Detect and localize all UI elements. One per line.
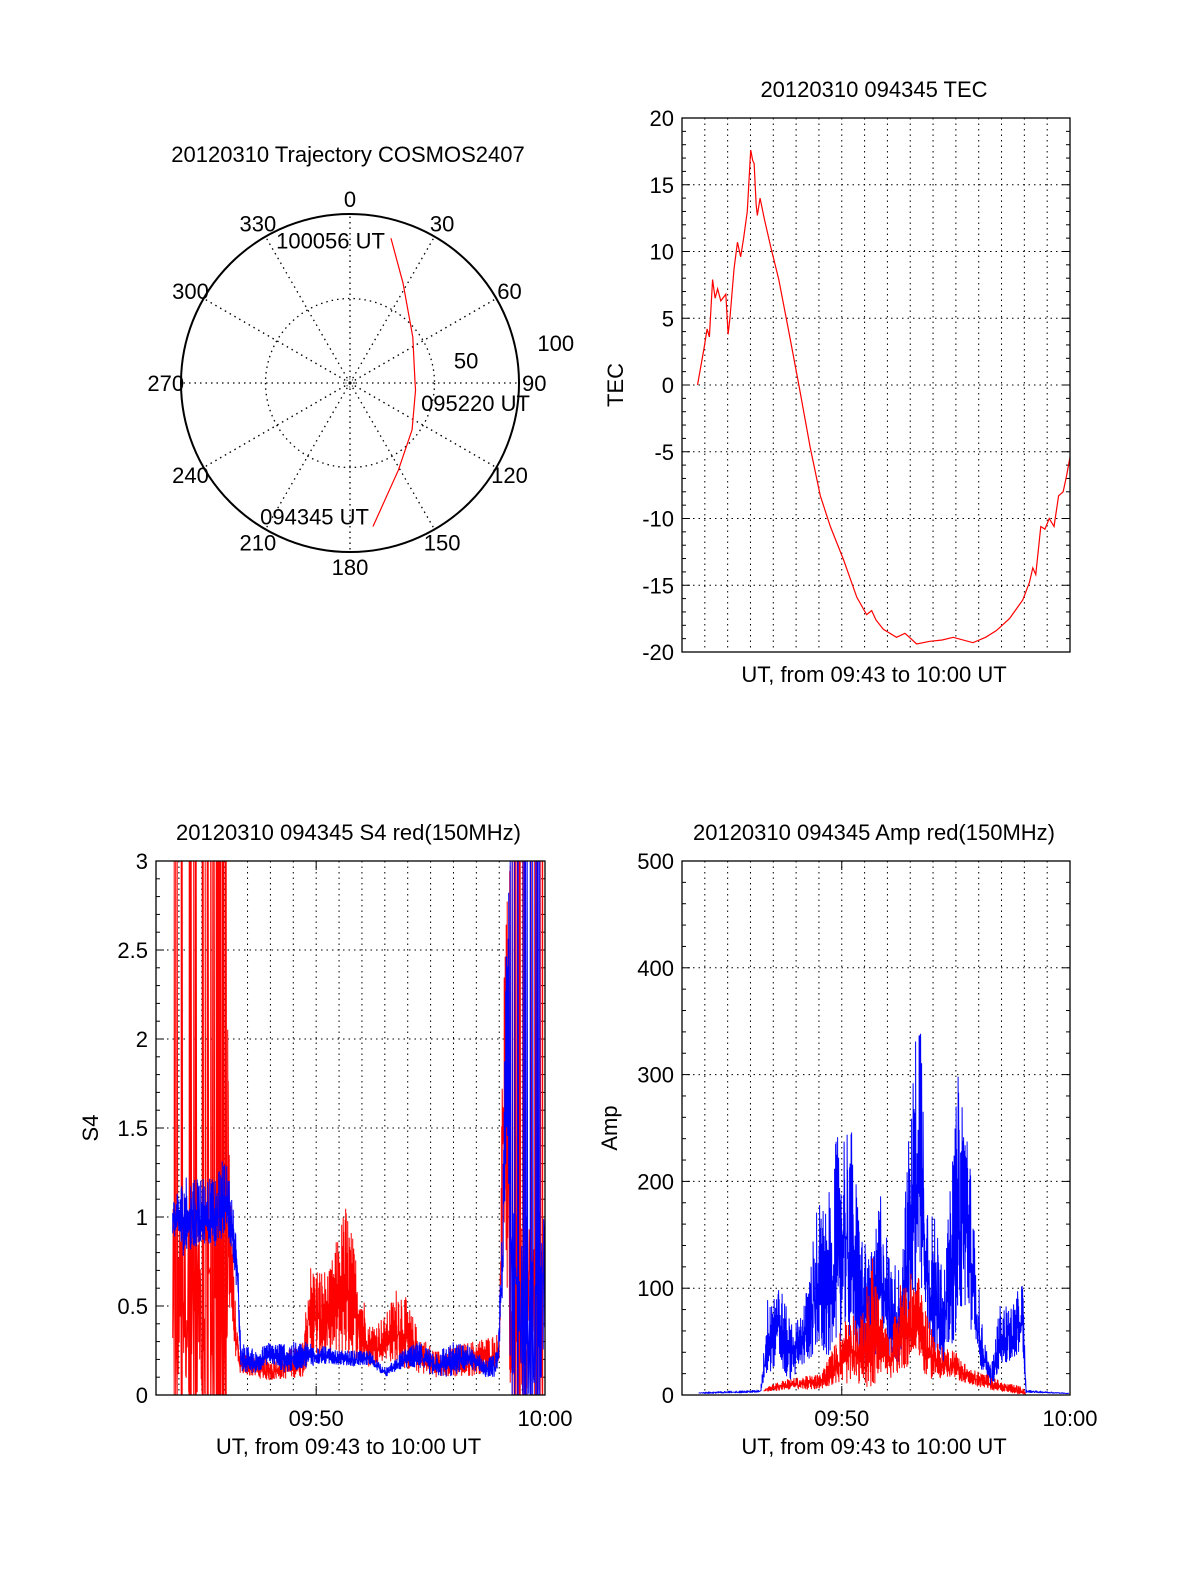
x-tick-label: 09:50	[289, 1406, 344, 1431]
x-tick-label: 10:00	[1042, 1406, 1097, 1431]
series-group	[696, 149, 1070, 645]
trajectory-start-label: 094345 UT	[260, 505, 369, 530]
polar-spoke	[203, 382, 351, 469]
y-tick-label: 200	[637, 1169, 674, 1194]
azimuth-label: 270	[147, 371, 184, 396]
polar-spoke	[349, 382, 436, 530]
y-tick-label: 0	[662, 1383, 674, 1408]
y-axis-label: TEC	[603, 363, 628, 407]
azimuth-label: 180	[332, 555, 369, 580]
polar-trajectory-plot: 20120310 Trajectory COSMOS24070306090120…	[147, 142, 574, 580]
polar-ring-50	[264, 297, 436, 469]
y-tick-label: 5	[662, 306, 674, 331]
plot-title: 20120310 094345 S4 red(150MHz)	[176, 820, 521, 845]
azimuth-label: 210	[240, 531, 277, 556]
y-tick-label: 1	[136, 1205, 148, 1230]
trajectory-end-label: 100056 UT	[276, 228, 385, 253]
s4-plot: 0 0.5 1 1.5 2 2.5 3 09:50 10:00 20120310 094345 S…	[78, 820, 573, 1459]
radial-label: 50	[454, 348, 478, 373]
series-TEC-line	[696, 149, 1070, 645]
y-tick-label: 2	[136, 1027, 148, 1052]
series-group	[698, 1033, 1070, 1395]
azimuth-label: 60	[497, 279, 521, 304]
y-tick-label: 2.5	[117, 938, 148, 963]
polar-spoke	[349, 236, 436, 384]
tec-plot: -20 -15 -10 -5 0 5 10 15 20 20120310 094345 TEC UT…	[603, 77, 1071, 687]
plot-title: 20120310 094345 Amp red(150MHz)	[693, 820, 1055, 845]
azimuth-label: 330	[240, 211, 277, 236]
polar-spoke	[203, 297, 351, 384]
series-group	[172, 861, 545, 1395]
x-axis-label: UT, from 09:43 to 10:00 UT	[216, 1434, 481, 1459]
y-tick-label: -15	[642, 573, 674, 598]
polar-spoke	[264, 382, 351, 530]
plot-frame	[681, 860, 1071, 1396]
y-tick-label: 20	[650, 106, 674, 131]
y-tick-label: 0	[662, 373, 674, 398]
plot-title: 20120310 094345 TEC	[760, 77, 987, 102]
azimuth-label: 150	[424, 531, 461, 556]
azimuth-label: 0	[344, 187, 356, 212]
x-axis-label: UT, from 09:43 to 10:00 UT	[741, 662, 1006, 687]
y-tick-label: -10	[642, 507, 674, 532]
y-axis-label: Amp	[597, 1105, 622, 1150]
y-tick-label: 400	[637, 956, 674, 981]
polar-spoke	[349, 297, 497, 384]
y-tick-label: 0.5	[117, 1294, 148, 1319]
trajectory-mid-label: 095220 UT	[421, 391, 530, 416]
y-axis-label: S4	[78, 1115, 103, 1142]
y-tick-label: -5	[654, 440, 674, 465]
y-tick-label: -20	[642, 640, 674, 665]
y-tick-label: 500	[637, 849, 674, 874]
plot-frame	[681, 117, 1071, 653]
amp-plot: 0 100 200 300 400 500 09:50 10:00 20120310 09434…	[597, 820, 1098, 1459]
radial-label: 100	[537, 331, 574, 356]
y-tick-label: 0	[136, 1383, 148, 1408]
x-tick-label: 09:50	[814, 1406, 869, 1431]
y-tick-label: 1.5	[117, 1116, 148, 1141]
polar-spoke	[349, 382, 497, 469]
polar-title: 20120310 Trajectory COSMOS2407	[171, 142, 524, 167]
y-tick-label: 15	[650, 173, 674, 198]
polar-ring-100	[180, 213, 520, 553]
series-red-trace	[763, 1258, 1026, 1395]
series-blue-trace	[698, 1033, 1070, 1395]
plot-frame	[155, 860, 546, 1396]
polar-center	[345, 378, 355, 388]
y-tick-label: 300	[637, 1063, 674, 1088]
y-tick-label: 3	[136, 849, 148, 874]
y-tick-label: 100	[637, 1276, 674, 1301]
azimuth-label: 90	[522, 371, 546, 396]
trajectory-line	[372, 238, 417, 527]
series-blue-trace	[172, 861, 545, 1395]
azimuth-label: 30	[430, 211, 454, 236]
x-tick-label: 10:00	[517, 1406, 572, 1431]
x-axis-label: UT, from 09:43 to 10:00 UT	[741, 1434, 1006, 1459]
y-tick-label: 10	[650, 240, 674, 265]
polar-spoke	[264, 236, 351, 384]
